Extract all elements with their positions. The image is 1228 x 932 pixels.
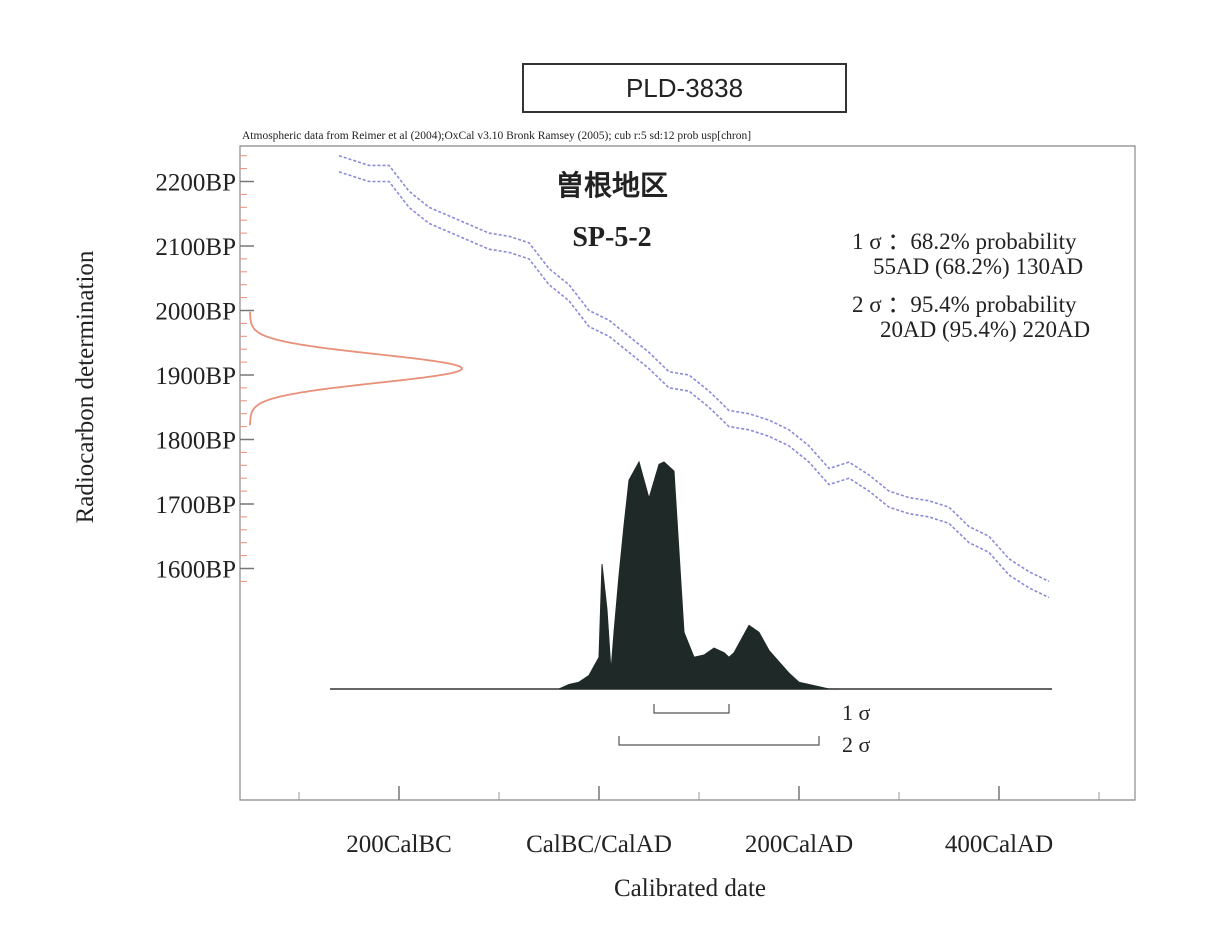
y-tick-label: 1600BP <box>155 557 236 584</box>
range-label-1: 1 σ <box>842 700 871 725</box>
range-bracket-2 <box>618 736 820 746</box>
x-tick-label: CalBC/CalAD <box>526 831 672 858</box>
x-axis-ticks <box>298 786 1100 800</box>
radiocarbon-curve <box>249 311 463 426</box>
tick-labels: 2200BP 2100BP 2000BP 1900BP 1800BP 1700BP 1600… <box>155 170 1053 859</box>
y-tick-label: 2000BP <box>155 299 236 326</box>
sample-id: PLD-3838 <box>625 72 744 103</box>
sigma1-header: 1 σ ：68.2% probability <box>852 229 1077 254</box>
plot-frame <box>239 145 1136 801</box>
x-tick-label: 200CalAD <box>745 831 853 858</box>
y-tick-label: 1700BP <box>155 492 236 519</box>
sample-id-box: PLD-3838 <box>522 63 847 113</box>
y-tick-label: 2200BP <box>155 170 236 197</box>
sigma1-range: 55AD (68.2%) 130AD <box>873 254 1084 279</box>
x-tick-label: 400CalAD <box>945 831 1053 858</box>
y-axis-label: Radiocarbon determination <box>72 250 99 524</box>
credit-line: Atmospheric data from Reimer et al (2004… <box>242 130 752 142</box>
y-tick-label: 1900BP <box>155 363 236 390</box>
posterior-area <box>558 460 839 690</box>
x-axis-label: Calibrated date <box>613 875 766 902</box>
sigma2-range: 20AD (95.4%) 220AD <box>880 317 1091 342</box>
calibration-curve-lower <box>338 171 1050 599</box>
x-tick-label: 200CalBC <box>346 831 452 858</box>
range-brackets: 1 σ2 σ <box>618 700 871 757</box>
calibration-curve-upper <box>338 154 1050 583</box>
range-label-2: 2 σ <box>842 732 871 757</box>
radiocarbon-distribution <box>249 311 463 426</box>
sample-name: SP-5-2 <box>572 222 652 253</box>
y-tick-label: 2100BP <box>155 234 236 261</box>
y-axis-ticks <box>240 155 254 582</box>
posterior-distribution <box>558 460 839 690</box>
calibration-curve <box>338 154 1050 599</box>
site-name: 曽根地区 <box>555 169 668 202</box>
sigma2-header: 2 σ ：95.4% probability <box>852 292 1077 317</box>
y-tick-label: 1800BP <box>155 428 236 455</box>
range-bracket-1 <box>653 704 730 714</box>
